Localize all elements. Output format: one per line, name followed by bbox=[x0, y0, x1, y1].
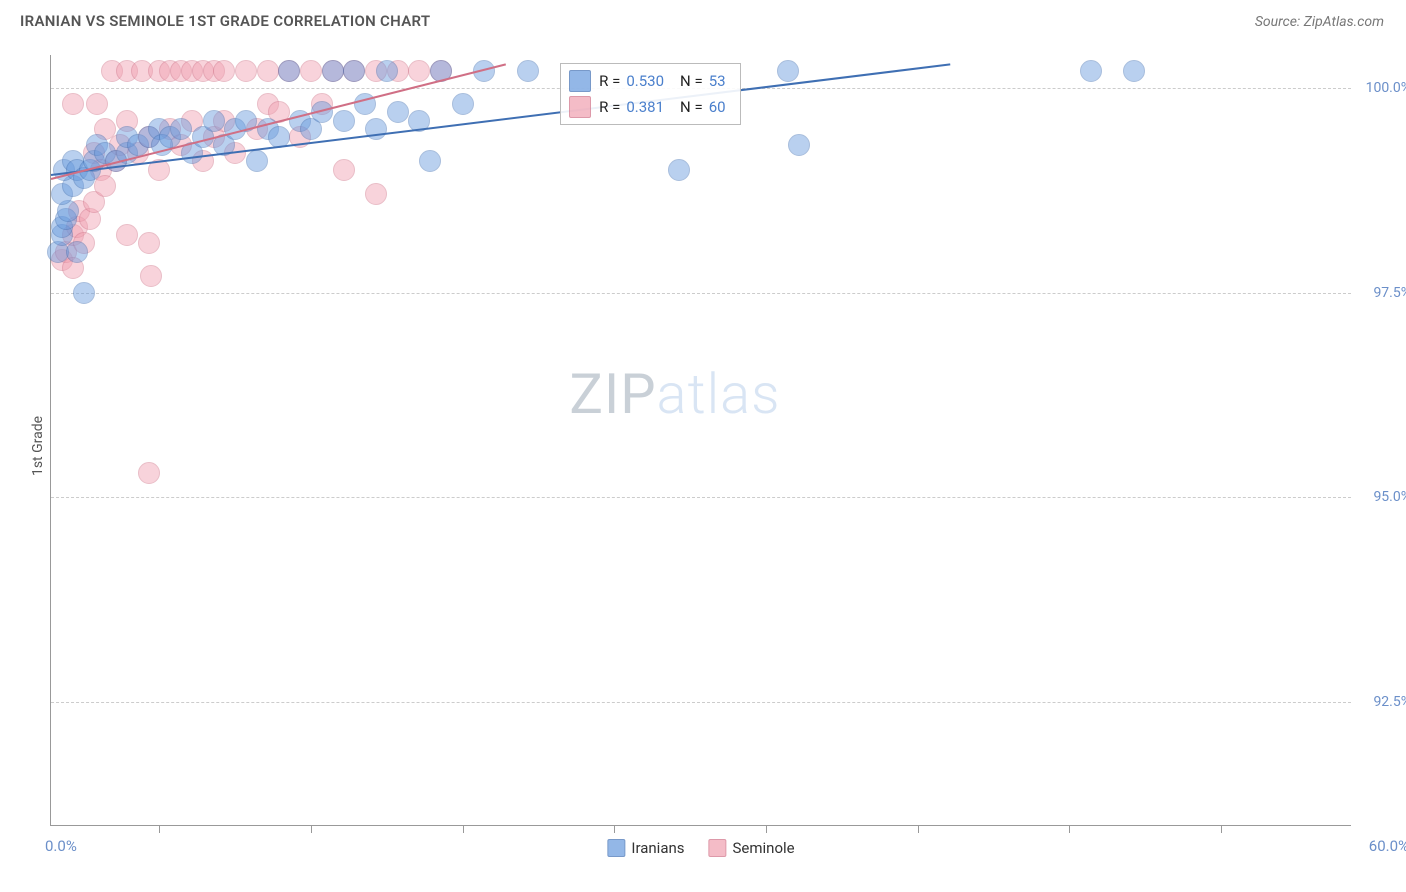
x-tick bbox=[614, 825, 615, 833]
scatter-point bbox=[235, 60, 257, 82]
scatter-point bbox=[300, 60, 322, 82]
watermark: ZIPatlas bbox=[569, 361, 780, 427]
bottom-legend-label: Seminole bbox=[733, 839, 795, 857]
scatter-point bbox=[376, 60, 398, 82]
gridline bbox=[51, 702, 1351, 703]
scatter-point bbox=[86, 93, 108, 115]
scatter-point bbox=[668, 159, 690, 181]
scatter-point bbox=[517, 60, 539, 82]
scatter-point bbox=[1080, 60, 1102, 82]
y-tick-label: 100.0% bbox=[1356, 80, 1406, 96]
scatter-point bbox=[140, 265, 162, 287]
scatter-point bbox=[62, 93, 84, 115]
plot-area: ZIPatlas IraniansSeminole 100.0%97.5%95.… bbox=[50, 55, 1351, 826]
bottom-legend-item: Seminole bbox=[709, 839, 795, 857]
bottom-legend-item: Iranians bbox=[607, 839, 684, 857]
source-label: Source: ZipAtlas.com bbox=[1255, 14, 1384, 30]
scatter-point bbox=[788, 134, 810, 156]
scatter-point bbox=[73, 282, 95, 304]
scatter-point bbox=[138, 232, 160, 254]
scatter-point bbox=[246, 150, 268, 172]
scatter-point bbox=[777, 60, 799, 82]
scatter-point bbox=[203, 110, 225, 132]
scatter-point bbox=[419, 150, 441, 172]
x-label-start: 0.0% bbox=[45, 837, 77, 855]
watermark-atlas: atlas bbox=[657, 361, 781, 427]
y-tick-label: 97.5% bbox=[1356, 285, 1406, 301]
y-tick-label: 92.5% bbox=[1356, 694, 1406, 710]
scatter-point bbox=[343, 60, 365, 82]
x-tick bbox=[463, 825, 464, 833]
y-axis-label: 1st Grade bbox=[30, 416, 46, 476]
x-tick bbox=[766, 825, 767, 833]
gridline bbox=[51, 293, 1351, 294]
bottom-legend-label: Iranians bbox=[631, 839, 684, 857]
gridline bbox=[51, 497, 1351, 498]
scatter-point bbox=[138, 462, 160, 484]
x-tick bbox=[918, 825, 919, 833]
scatter-point bbox=[408, 60, 430, 82]
stats-legend: R =0.530N =53 R =0.381N =60 bbox=[560, 63, 740, 125]
scatter-point bbox=[333, 159, 355, 181]
x-tick bbox=[159, 825, 160, 833]
scatter-point bbox=[213, 60, 235, 82]
x-tick bbox=[1069, 825, 1070, 833]
scatter-point bbox=[278, 60, 300, 82]
bottom-legend: Iranians Seminole bbox=[607, 839, 794, 857]
chart-container: IRANIAN VS SEMINOLE 1ST GRADE CORRELATIO… bbox=[0, 0, 1406, 892]
legend-swatch bbox=[569, 96, 591, 118]
scatter-point bbox=[257, 60, 279, 82]
scatter-point bbox=[452, 93, 474, 115]
x-tick bbox=[1221, 825, 1222, 833]
x-label-end: 60.0% bbox=[1369, 837, 1406, 855]
y-tick-label: 95.0% bbox=[1356, 489, 1406, 505]
scatter-point bbox=[322, 60, 344, 82]
scatter-point bbox=[333, 110, 355, 132]
legend-swatch bbox=[569, 70, 591, 92]
legend-swatch bbox=[709, 839, 727, 857]
chart-title: IRANIAN VS SEMINOLE 1ST GRADE CORRELATIO… bbox=[20, 12, 430, 30]
legend-swatch bbox=[607, 839, 625, 857]
stats-legend-row: R =0.381N =60 bbox=[569, 94, 731, 120]
scatter-point bbox=[170, 118, 192, 140]
scatter-point bbox=[387, 101, 409, 123]
scatter-point bbox=[66, 241, 88, 263]
scatter-point bbox=[116, 224, 138, 246]
stats-legend-text: R =0.381N =60 bbox=[599, 98, 731, 116]
scatter-point bbox=[365, 183, 387, 205]
stats-legend-row: R =0.530N =53 bbox=[569, 68, 731, 94]
x-tick bbox=[311, 825, 312, 833]
scatter-point bbox=[94, 175, 116, 197]
watermark-zip: ZIP bbox=[569, 361, 656, 427]
stats-legend-text: R =0.530N =53 bbox=[599, 72, 731, 90]
scatter-point bbox=[1123, 60, 1145, 82]
